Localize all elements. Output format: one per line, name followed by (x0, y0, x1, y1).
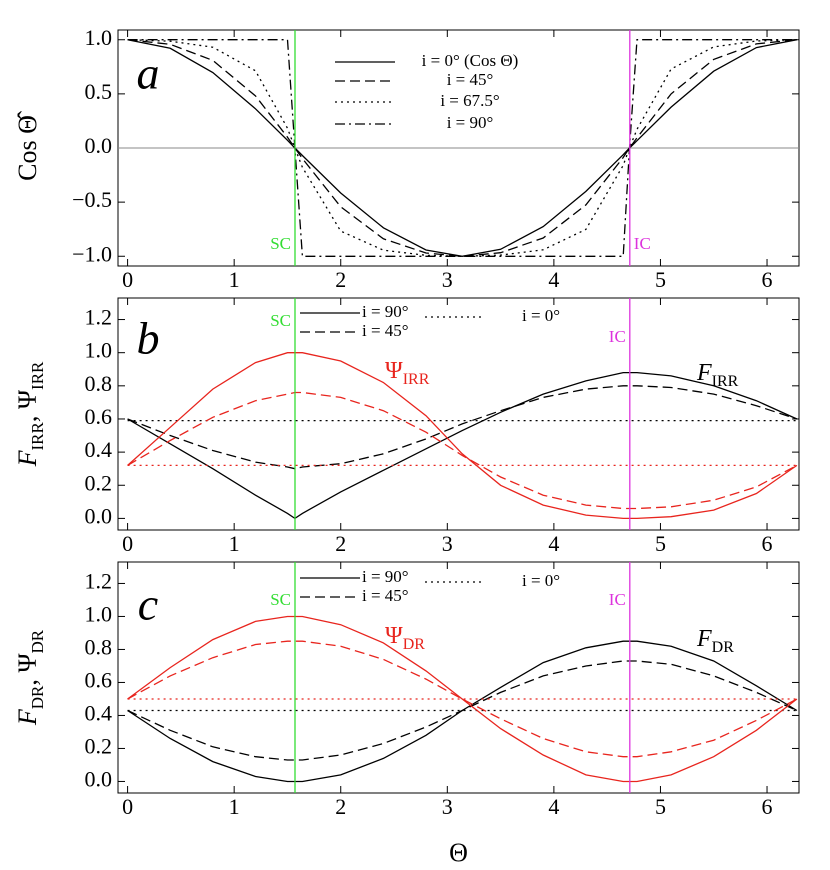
y-tick-label: 1.2 (85, 568, 113, 593)
series-line (127, 385, 798, 470)
y-axis-label-part: IRR (28, 421, 47, 450)
legend-label: i = 45° (362, 586, 409, 605)
curve-label-part: Ψ (385, 358, 403, 384)
y-axis-label: Cos Θ̂ (13, 110, 42, 181)
x-tick-label: 4 (548, 794, 559, 819)
y-axis-label-part: DR (28, 685, 47, 709)
y-tick-label: 0.0 (85, 503, 113, 528)
curve-label-part: DR (403, 636, 426, 653)
x-tick-label: 0 (122, 794, 133, 819)
x-tick-label: 3 (442, 531, 453, 556)
legend-label: i = 67.5° (440, 91, 499, 110)
legend-label: i = 0° (522, 306, 560, 325)
x-tick-label: 5 (655, 794, 666, 819)
x-tick-label: 2 (335, 531, 346, 556)
legend-label: i = 45° (447, 70, 494, 89)
y-tick-label: −0.5 (72, 187, 112, 212)
curve-label: ΨDR (385, 623, 425, 654)
curve-label-part: DR (712, 639, 735, 656)
y-axis-label-part: , Ψ (13, 653, 42, 686)
reference-label: SC (270, 311, 291, 330)
curve-label: FDR (696, 626, 734, 657)
y-tick-label: 0.8 (85, 634, 113, 659)
series-line (127, 371, 798, 520)
y-tick-label: −1.0 (72, 241, 112, 266)
reference-label: IC (609, 327, 626, 346)
x-tick-label: 5 (655, 531, 666, 556)
series-line (127, 39, 797, 257)
x-tick-label: 0 (122, 531, 133, 556)
panel-label: b (137, 313, 160, 364)
series-line (127, 615, 798, 783)
plot-frame (117, 297, 800, 531)
x-tick-label: 1 (229, 794, 240, 819)
series-line (127, 39, 798, 257)
curve-label: FIRR (696, 360, 739, 391)
x-tick-label: 4 (548, 531, 559, 556)
y-tick-label: 1.0 (85, 338, 113, 363)
y-axis-label: FIRR, ΨIRR (13, 361, 47, 467)
legend-label: i = 90° (362, 567, 409, 586)
y-tick-label: 1.0 (85, 601, 113, 626)
x-axis-label: Θ (449, 838, 468, 867)
curve-label: ΨIRR (385, 358, 430, 389)
legend-label: i = 0° (522, 571, 560, 590)
y-tick-label: 0.2 (85, 470, 113, 495)
y-tick-label: 1.2 (85, 305, 113, 330)
x-tick-label: 5 (655, 267, 666, 292)
series-line (127, 640, 798, 783)
reference-label: SC (270, 234, 291, 253)
y-axis-label-part: , Ψ (13, 389, 42, 422)
plot-frame (117, 561, 800, 794)
y-axis-label-part: F (13, 708, 42, 726)
y-tick-label: 0.8 (85, 371, 113, 396)
y-axis-label-part: IRR (28, 361, 47, 390)
curve-label-part: IRR (712, 373, 739, 390)
y-axis-label-part: F (13, 449, 42, 467)
x-tick-label: 2 (335, 794, 346, 819)
x-tick-label: 2 (335, 267, 346, 292)
y-tick-label: 0.2 (85, 733, 113, 758)
legend-label: i = 90° (362, 302, 409, 321)
y-axis-label: FDR, ΨDR (13, 629, 47, 726)
x-tick-label: 1 (229, 531, 240, 556)
y-tick-label: 0.6 (85, 404, 113, 429)
legend-label: i = 90° (447, 113, 494, 132)
x-tick-label: 6 (762, 267, 773, 292)
curve-label-part: Ψ (385, 623, 403, 649)
x-tick-label: 3 (442, 267, 453, 292)
curve-label-part: F (696, 626, 712, 652)
legend-label: i = 0° (Cos Θ) (422, 51, 519, 70)
series-line (127, 352, 798, 520)
legend-label: i = 45° (362, 321, 409, 340)
panel-label: c (138, 579, 158, 630)
series-line (127, 660, 798, 761)
y-tick-label: 0.4 (85, 700, 113, 725)
x-tick-label: 6 (762, 794, 773, 819)
x-tick-label: 4 (548, 267, 559, 292)
x-tick-label: 6 (762, 531, 773, 556)
x-tick-label: 0 (122, 267, 133, 292)
reference-label: IC (634, 234, 651, 253)
panel-label: a (137, 48, 160, 99)
y-tick-label: 0.0 (85, 766, 113, 791)
series-line (127, 640, 798, 758)
curve-label-part: IRR (403, 371, 430, 388)
y-tick-label: 0.4 (85, 437, 113, 462)
reference-label: SC (270, 590, 291, 609)
series-line (127, 391, 798, 510)
y-tick-label: 1.0 (85, 25, 113, 50)
y-axis-label-part: DR (28, 629, 47, 653)
curve-label-part: F (696, 360, 712, 386)
reference-label: IC (609, 590, 626, 609)
x-tick-label: 1 (229, 267, 240, 292)
y-tick-label: 0.0 (85, 133, 113, 158)
series-line (127, 39, 797, 257)
y-tick-label: 0.5 (85, 79, 113, 104)
y-tick-label: 0.6 (85, 667, 113, 692)
x-tick-label: 3 (442, 794, 453, 819)
